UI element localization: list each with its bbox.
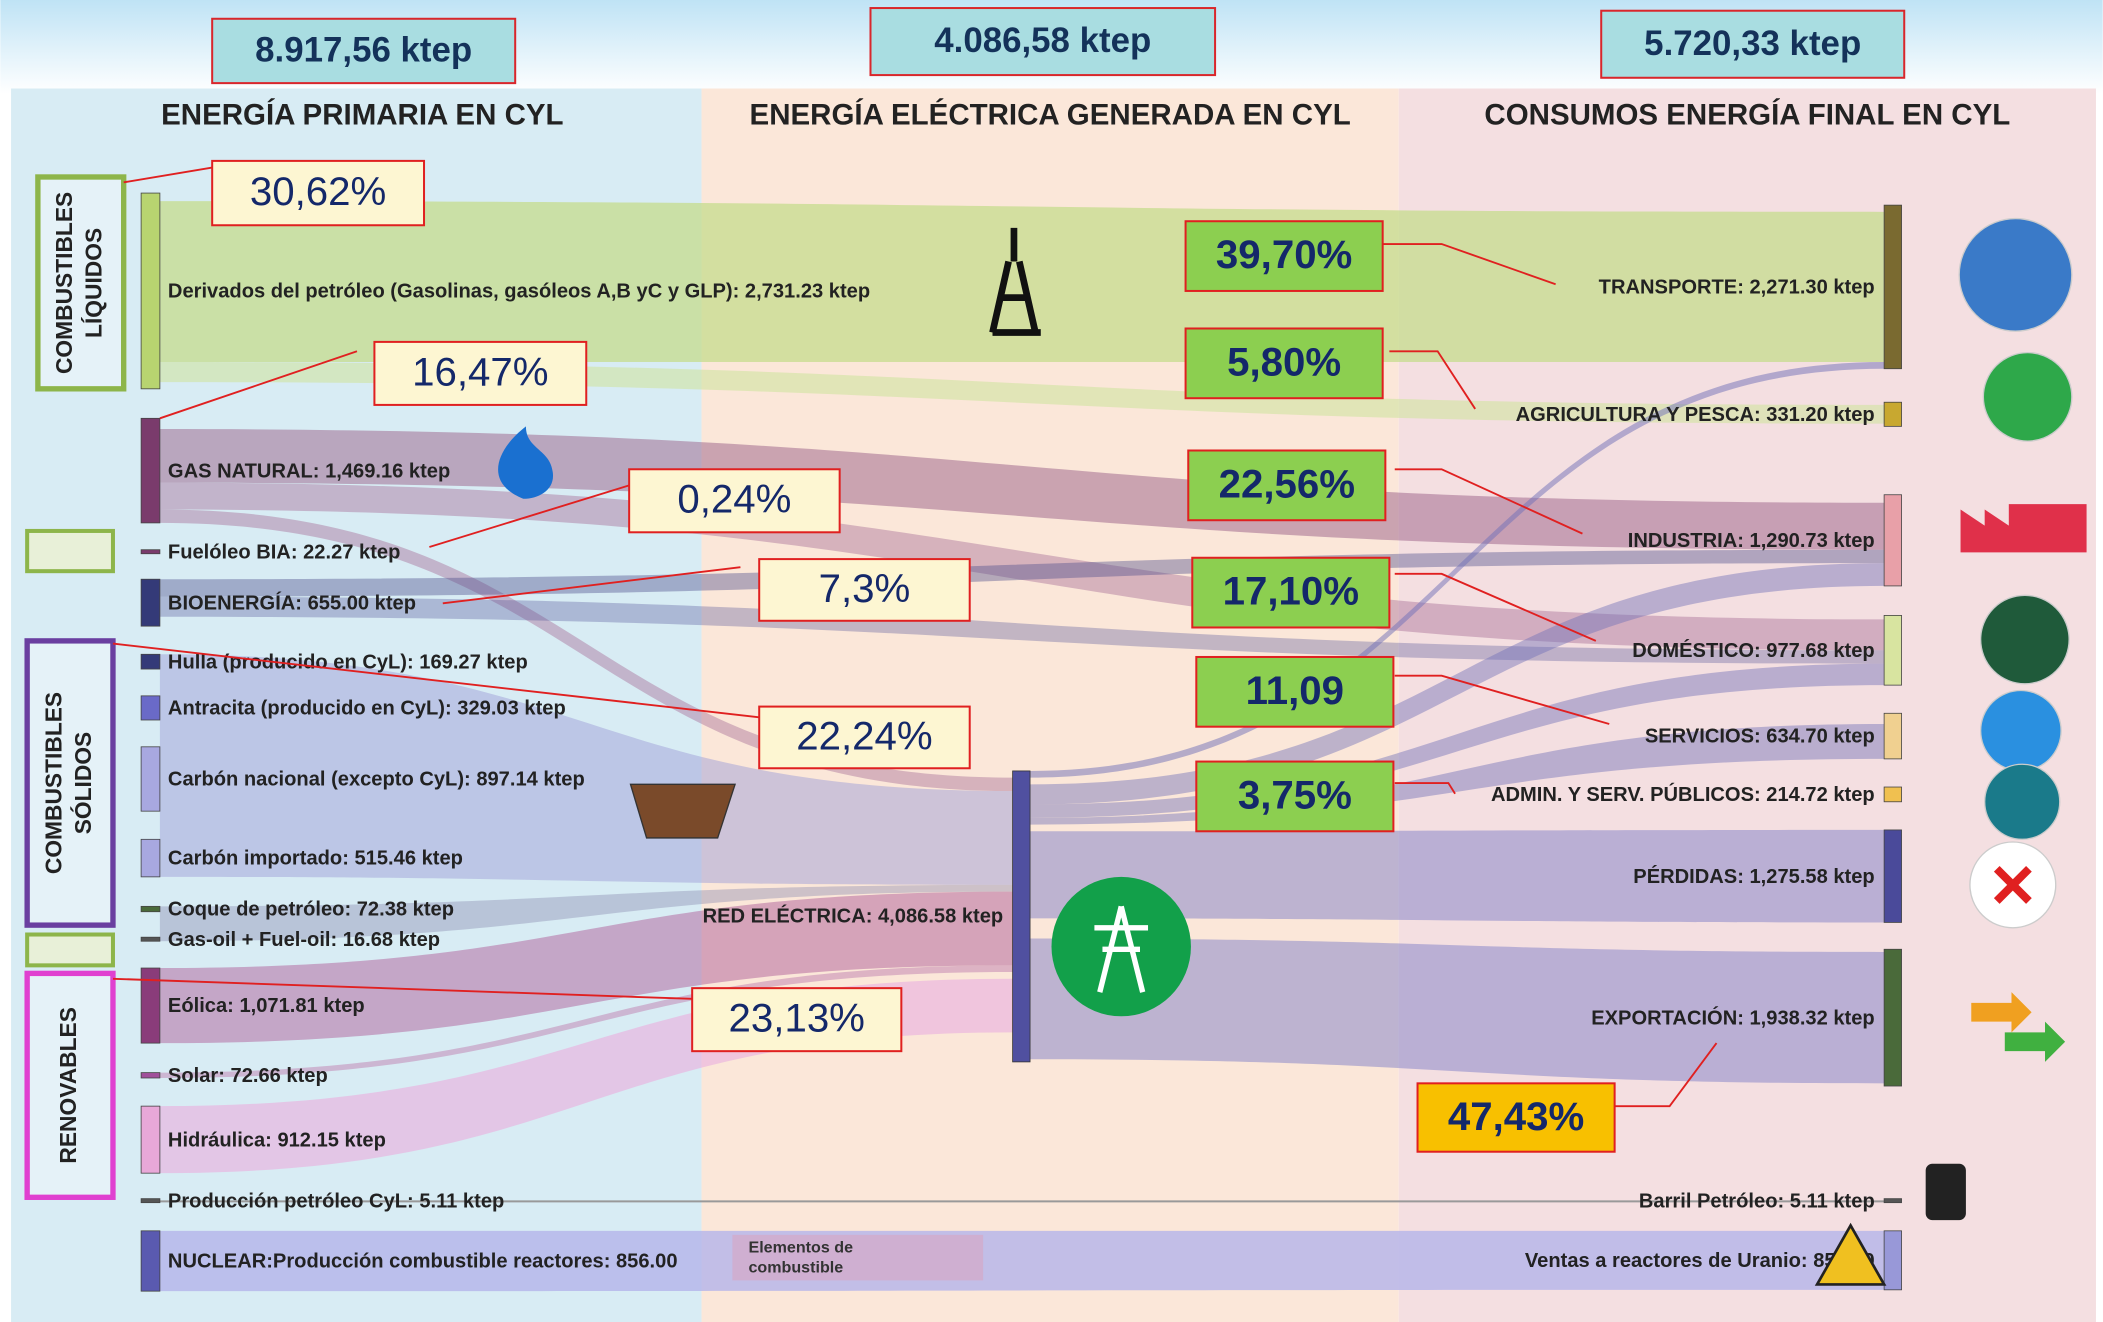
icon-barrel <box>1926 1164 1966 1220</box>
source-label: Coque de petróleo: 72.38 ktep <box>168 899 454 921</box>
use-label: Barril Petróleo: 5.11 ktep <box>1639 1190 1875 1212</box>
use-label: INDUSTRIA: 1,290.73 ktep <box>1628 530 1875 552</box>
share-primary: 0,24% <box>677 477 791 522</box>
source-label: Producción petróleo CyL: 5.11 ktep <box>168 1190 504 1212</box>
source-label: Antracita (producido en CyL): 329.03 kte… <box>168 698 566 720</box>
column-title: ENERGÍA PRIMARIA EN CYL <box>161 97 563 131</box>
share-final: 5,80% <box>1227 339 1341 384</box>
group-label: LÍQUIDOS <box>81 228 107 338</box>
empty-box <box>27 531 113 571</box>
page: 8.917,56 ktep 4.086,58 ktep 5.720,33 ktep E… <box>0 0 2103 1322</box>
use-label: ADMIN. Y SERV. PÚBLICOS: 214.72 ktep <box>1491 782 1875 806</box>
source-node <box>141 654 160 669</box>
source-label: Carbón importado: 515.46 ktep <box>168 848 463 870</box>
icon <box>1981 690 2061 770</box>
source-node <box>141 696 160 720</box>
share-primary: 7,3% <box>819 566 911 611</box>
icon <box>1959 219 2072 332</box>
column-title: CONSUMOS ENERGÍA FINAL EN CYL <box>1484 97 2010 131</box>
sankey-diagram: 8.917,56 ktep 4.086,58 ktep 5.720,33 ktep E… <box>0 0 2103 1322</box>
source-node <box>141 839 160 877</box>
share-primary: 16,47% <box>412 349 548 394</box>
source-label: Fuelóleo BIA: 22.27 ktep <box>168 541 400 563</box>
total-value: 8.917,56 ktep <box>255 30 472 69</box>
use-label: EXPORTACIÓN: 1,938.32 ktep <box>1591 1005 1875 1029</box>
source-node <box>141 550 160 554</box>
source-label: Derivados del petróleo (Gasolinas, gasól… <box>168 281 870 303</box>
use-node <box>1884 205 1901 369</box>
share-primary: 22,24% <box>796 713 932 758</box>
use-label: Ventas a reactores de Uranio: 856.00 <box>1525 1250 1875 1272</box>
source-node <box>141 747 160 811</box>
share-final: 11,09 <box>1246 668 1344 713</box>
use-node <box>1884 615 1901 685</box>
total-value: 4.086,58 ktep <box>934 21 1151 60</box>
source-label: NUCLEAR:Producción combustible reactores… <box>168 1251 678 1273</box>
share-final: 3,75% <box>1238 772 1352 817</box>
share-final: 39,70% <box>1216 232 1352 277</box>
share-final: 47,43% <box>1448 1094 1584 1139</box>
use-node <box>1884 713 1901 759</box>
icon-coal-cart <box>630 784 735 838</box>
use-node <box>1884 949 1901 1086</box>
icon <box>1983 353 2071 441</box>
share-primary: 23,13% <box>729 996 865 1041</box>
use-label: SERVICIOS: 634.70 ktep <box>1645 726 1875 748</box>
source-node <box>141 418 160 523</box>
use-node <box>1884 495 1901 586</box>
hub-node <box>1013 771 1030 1062</box>
source-label: Hidráulica: 912.15 ktep <box>168 1129 386 1151</box>
use-label: TRANSPORTE: 2,271.30 ktep <box>1599 277 1875 299</box>
source-node <box>141 579 160 626</box>
group-label: COMBUSTIBLES <box>40 692 66 874</box>
icon <box>1985 764 2060 839</box>
group-label: RENOVABLES <box>55 1007 81 1164</box>
source-label: Gas-oil + Fuel-oil: 16.68 ktep <box>168 929 440 951</box>
use-node <box>1884 830 1901 923</box>
empty-box <box>27 935 113 966</box>
source-label: BIOENERGÍA: 655.00 ktep <box>168 591 416 614</box>
use-label: DOMÉSTICO: 977.68 ktep <box>1632 639 1875 662</box>
group-label: COMBUSTIBLES <box>51 192 77 374</box>
note-text: combustible <box>748 1259 843 1277</box>
icon <box>1981 595 2069 683</box>
source-label: Solar: 72.66 ktep <box>168 1065 328 1087</box>
use-label: PÉRDIDAS: 1,275.58 ktep <box>1633 865 1874 888</box>
use-node <box>1884 402 1901 426</box>
source-node <box>141 937 160 941</box>
column-title: ENERGÍA ELÉCTRICA GENERADA EN CYL <box>750 97 1351 131</box>
source-node <box>141 1073 160 1078</box>
use-node <box>1884 787 1901 802</box>
note-text: Elementos de <box>748 1239 853 1257</box>
use-label: AGRICULTURA Y PESCA: 331.20 ktep <box>1516 404 1875 426</box>
group-label: SÓLIDOS <box>70 732 96 835</box>
hub-label: RED ELÉCTRICA: 4,086.58 ktep <box>703 904 1004 927</box>
share-final: 22,56% <box>1219 461 1355 506</box>
source-node <box>141 1199 160 1203</box>
share-primary: 30,62% <box>250 169 386 214</box>
total-value: 5.720,33 ktep <box>1644 24 1861 63</box>
use-node <box>1884 1231 1901 1290</box>
source-node <box>141 193 160 389</box>
source-node <box>141 906 160 911</box>
use-node <box>1884 1199 1901 1203</box>
source-node <box>141 1231 160 1291</box>
source-label: GAS NATURAL: 1,469.16 ktep <box>168 460 450 482</box>
source-node <box>141 1106 160 1173</box>
share-final: 17,10% <box>1223 569 1359 614</box>
source-label: Eólica: 1,071.81 ktep <box>168 995 365 1017</box>
source-label: Carbón nacional (excepto CyL): 897.14 kt… <box>168 769 585 791</box>
